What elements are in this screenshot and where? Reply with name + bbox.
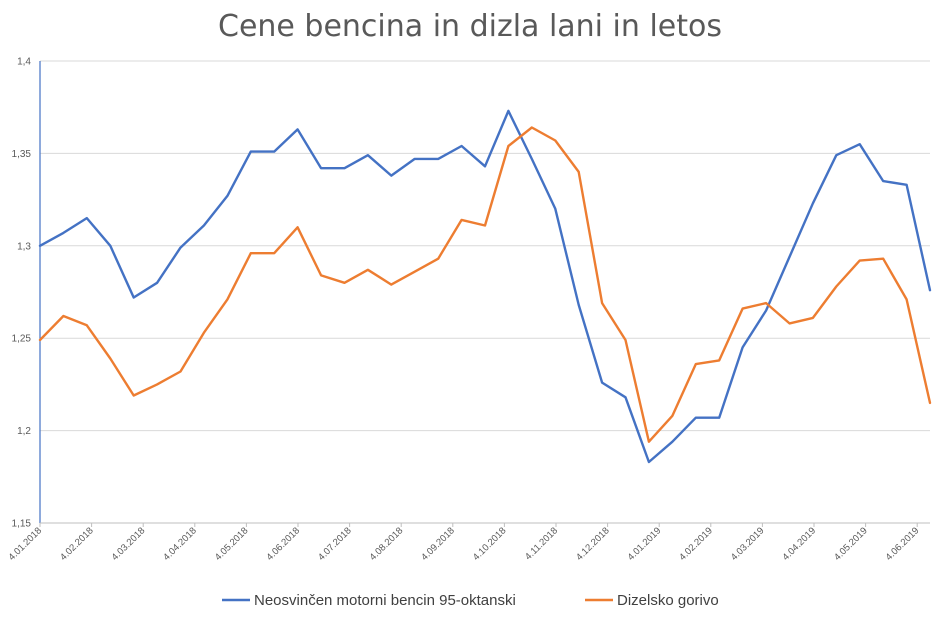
axes: 1,15 1,2 1,25 1,3 1,35 1,4 4.01.2018 4.02.2018 4…	[6, 57, 930, 563]
x-tick-label: 4.10.2018	[471, 525, 509, 563]
legend-label-diesel: Dizelsko gorivo	[617, 592, 719, 609]
chart-title: Cene bencina in dizla lani in letos	[218, 9, 722, 44]
x-tick-label: 4.05.2018	[213, 525, 251, 563]
gridlines	[40, 60, 930, 432]
x-tick-label: 4.01.2018	[6, 525, 44, 563]
y-tick-label: 1,15	[12, 519, 32, 530]
series-lines	[38, 109, 932, 464]
y-tick-label: 1,4	[17, 57, 31, 68]
x-tick-label: 4.02.2018	[58, 525, 96, 563]
x-tick-label: 4.04.2019	[780, 525, 818, 563]
legend: Neosvinčen motorni bencin 95-oktanski Diz…	[222, 592, 719, 609]
x-tick-label: 4.04.2018	[161, 525, 199, 563]
x-tick-label: 4.09.2018	[419, 525, 457, 563]
x-tick-label: 4.07.2018	[316, 525, 354, 563]
series-line-petrol	[38, 109, 932, 464]
series-line-diesel	[38, 126, 932, 443]
y-tick-label: 1,35	[12, 149, 32, 160]
x-tick-label: 4.05.2019	[832, 525, 870, 563]
x-tick-label: 4.12.2018	[574, 525, 612, 563]
legend-label-petrol: Neosvinčen motorni bencin 95-oktanski	[254, 592, 516, 609]
x-tick-label: 4.06.2018	[264, 525, 302, 563]
x-tick-label: 4.11.2018	[523, 525, 560, 562]
x-tick-label: 4.03.2018	[110, 525, 148, 563]
y-tick-label: 1,3	[17, 241, 31, 252]
x-tick-label: 4.06.2019	[884, 525, 922, 563]
x-tick-label: 4.03.2019	[729, 525, 767, 563]
x-tick-label: 4.08.2018	[368, 525, 406, 563]
x-tick-label: 4.02.2019	[677, 525, 715, 563]
y-tick-label: 1,2	[17, 426, 31, 437]
y-tick-label: 1,25	[12, 334, 32, 345]
x-tick-label: 4.01.2019	[626, 525, 664, 563]
